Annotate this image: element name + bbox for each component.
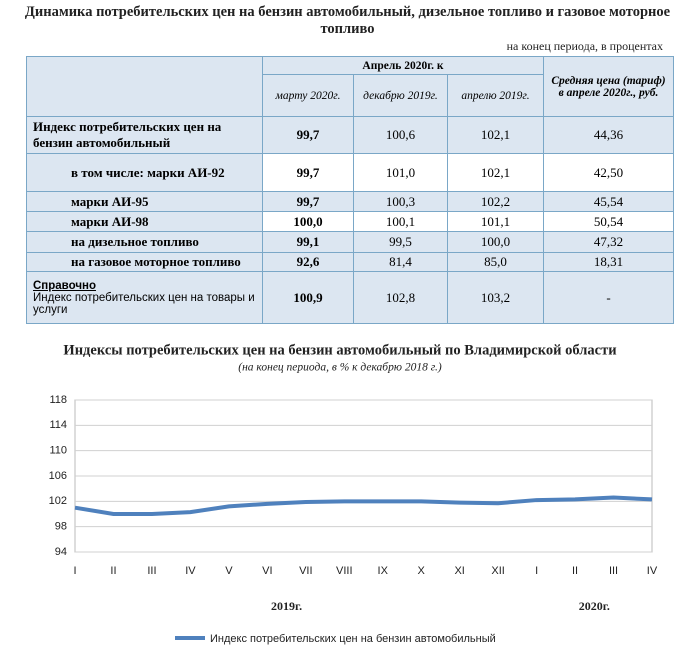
x-tick-label: VI	[262, 565, 272, 577]
x-tick-label: IV	[185, 565, 196, 577]
header-column: апрелю 2019г.	[447, 74, 544, 117]
note: на конец периода, в процентах	[506, 39, 663, 53]
table-row: на дизельное топливо 99,1 99,5 100,0 47,32	[26, 231, 674, 253]
x-tick-label: I	[535, 565, 538, 577]
chart-title: Индексы потребительских цен на бензин ав…	[63, 342, 616, 358]
row-label: Справочно Индекс потребительских цен на т…	[26, 271, 263, 324]
x-tick-label: VIII	[336, 565, 353, 577]
cell: 101,1	[447, 211, 544, 232]
x-tick-label: II	[572, 565, 578, 577]
row-label-text: на дизельное топливо	[71, 234, 199, 249]
cell: 102,1	[447, 153, 544, 192]
y-tick-label: 94	[55, 546, 67, 558]
header-price: Средняя цена (тариф) в апреле 2020г., ру…	[543, 56, 674, 117]
row-label: на дизельное топливо	[26, 231, 263, 253]
cell: 99,7	[262, 191, 354, 212]
table-row: на газовое моторное топливо 92,6 81,4 85,0 1…	[26, 252, 674, 272]
x-tick-label: VII	[299, 565, 312, 577]
row-label-text: Индекс потребительских цен на бензин авт…	[33, 119, 222, 150]
x-group-label: 2019г.	[271, 599, 302, 613]
table-row: Индекс потребительских цен на бензин авт…	[26, 116, 674, 154]
cell: 100,0	[262, 211, 354, 232]
cell: 47,32	[543, 231, 674, 253]
cell: 100,6	[353, 116, 448, 154]
header-row: марту 2020г. декабрю 2019г. апрелю 2019г.	[27, 74, 674, 117]
x-tick-label: XII	[491, 565, 504, 577]
y-tick-label: 114	[49, 419, 67, 431]
x-tick-label: IV	[647, 565, 658, 577]
x-tick-label: III	[147, 565, 156, 577]
cell: 100,9	[262, 271, 354, 324]
cell: 42,50	[543, 153, 674, 192]
row-label: в том числе: марки АИ-92	[26, 153, 263, 192]
row-label-text: марки АИ-95	[71, 193, 149, 209]
cell: 44,36	[543, 116, 674, 154]
table-row: марки АИ-98 100,0 100,1 101,1 50,54	[26, 211, 674, 232]
table-row: марки АИ-95 99,7 100,3 102,2 45,54	[26, 191, 674, 212]
cell: 100,3	[353, 191, 448, 212]
header-group: Апрель 2020г. к	[262, 56, 544, 75]
row-label-text: марки АИ-98	[71, 213, 149, 229]
y-tick-label: 98	[55, 521, 67, 533]
table-row: в том числе: марки АИ-92 99,7 101,0 102,1 42…	[26, 153, 674, 192]
x-tick-label: I	[73, 565, 76, 577]
x-group-label: 2020г.	[579, 599, 610, 613]
x-tick-label: V	[225, 565, 233, 577]
table-row: Справочно Индекс потребительских цен на т…	[26, 271, 674, 324]
row-label: Индекс потребительских цен на бензин авт…	[26, 116, 263, 154]
row-label-text: в том числе: марки АИ-92	[71, 164, 225, 180]
x-tick-label: XI	[454, 565, 464, 577]
line-series	[74, 495, 653, 516]
y-tick-label: 110	[49, 445, 67, 457]
chart-subtitle: (на конец периода, в % к декабрю 2018 г.…	[238, 362, 442, 374]
header-row: Апрель 2020г. к Средняя цена (тариф) в ап…	[26, 56, 674, 117]
y-tick-label: 118	[49, 394, 67, 406]
header-empty	[26, 56, 263, 117]
cell: 85,0	[447, 252, 544, 272]
cell: 102,8	[353, 271, 448, 324]
cell: 92,6	[262, 252, 354, 272]
x-tick-label: IX	[378, 565, 389, 577]
cell: 99,7	[262, 153, 354, 192]
y-tick-label: 106	[49, 470, 67, 482]
cell: 102,1	[447, 116, 544, 154]
cell: -	[543, 271, 674, 324]
cell: 102,2	[447, 191, 544, 212]
cell: 81,4	[353, 252, 448, 272]
header-column: декабрю 2019г.	[353, 74, 448, 117]
cell: 99,1	[262, 231, 354, 253]
cell: 18,31	[543, 252, 674, 272]
cell: 100,1	[353, 211, 448, 232]
row-label: на газовое моторное топливо	[26, 252, 263, 272]
cell: 101,0	[353, 153, 448, 192]
doc-title: Динамика потребительских цен на бензин а…	[24, 4, 671, 37]
x-tick-label: III	[609, 565, 618, 577]
x-tick-label: II	[110, 565, 116, 577]
row-label: марки АИ-98	[26, 211, 263, 232]
row-note: Справочно	[33, 279, 96, 292]
x-tick-label: X	[418, 565, 426, 577]
plot-frame	[74, 399, 653, 553]
cell: 100,0	[447, 231, 544, 253]
row-label-text: на газовое моторное топливо	[71, 254, 241, 269]
row-label-text: Индекс потребительских цен на товары и у…	[33, 291, 255, 316]
row-label: марки АИ-95	[26, 191, 263, 212]
cell: 45,54	[543, 191, 674, 212]
header-column: марту 2020г.	[262, 74, 354, 117]
legend-label: Индекс потребительских цен на бензин авт…	[210, 633, 496, 645]
cell: 103,2	[447, 271, 544, 324]
cell: 99,7	[262, 116, 354, 154]
cell: 99,5	[353, 231, 448, 253]
y-tick-label: 102	[49, 495, 67, 507]
table: Апрель 2020г. к Средняя цена (тариф) в ап…	[26, 56, 674, 324]
cell: 50,54	[543, 211, 674, 232]
